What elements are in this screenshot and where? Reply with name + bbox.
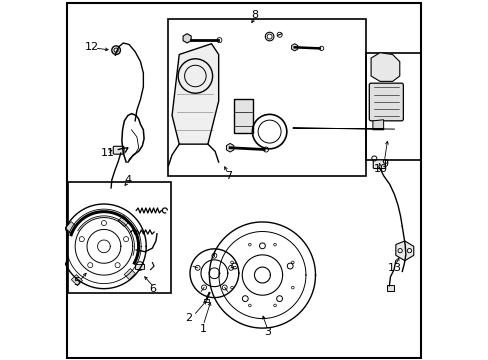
Bar — [65, 222, 76, 233]
FancyBboxPatch shape — [368, 83, 403, 121]
Polygon shape — [291, 44, 297, 51]
Text: 1: 1 — [200, 324, 206, 334]
Polygon shape — [372, 120, 383, 130]
Text: 4: 4 — [124, 175, 131, 185]
Bar — [168, 19, 366, 176]
Polygon shape — [370, 53, 399, 81]
Bar — [203, 299, 209, 302]
Polygon shape — [226, 143, 233, 152]
FancyBboxPatch shape — [113, 146, 124, 154]
Text: 5: 5 — [73, 277, 80, 287]
Bar — [233, 99, 253, 134]
Bar — [124, 269, 135, 280]
Bar — [118, 216, 129, 227]
Text: 7: 7 — [224, 171, 231, 181]
Polygon shape — [395, 241, 413, 261]
Bar — [68, 182, 171, 293]
Text: 3: 3 — [264, 327, 271, 337]
Text: 8: 8 — [251, 10, 258, 20]
Bar — [71, 275, 82, 286]
Polygon shape — [172, 44, 218, 144]
Bar — [386, 285, 393, 291]
Bar — [365, 53, 421, 160]
Text: 2: 2 — [185, 313, 192, 323]
Polygon shape — [183, 34, 191, 43]
Bar — [135, 264, 144, 269]
FancyBboxPatch shape — [372, 160, 385, 168]
Text: 6: 6 — [149, 284, 156, 294]
Text: 12: 12 — [85, 42, 99, 52]
Text: 10: 10 — [373, 164, 387, 174]
Text: 13: 13 — [387, 263, 401, 273]
Text: 9: 9 — [380, 159, 387, 169]
Text: 11: 11 — [101, 148, 114, 158]
